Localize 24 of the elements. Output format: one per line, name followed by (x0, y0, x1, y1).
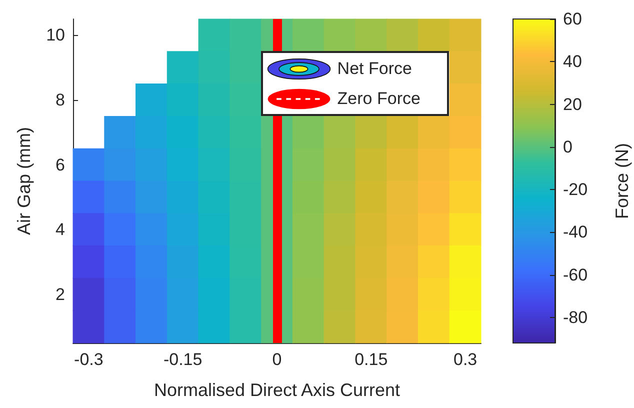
y-tick-label: 6 (56, 155, 65, 174)
color-bar-label: 20 (563, 94, 582, 114)
color-bar-label: -40 (563, 222, 588, 242)
y-tick-label: 4 (56, 220, 65, 240)
x-tick-label: 0 (272, 350, 282, 369)
color-bar-label: 0 (563, 137, 572, 156)
color-bar-title: Force (N) (612, 143, 632, 219)
x-tick-label: -0.15 (163, 350, 202, 369)
y-tick-label: 2 (56, 284, 65, 304)
y-tick-label: 8 (56, 90, 65, 110)
color-bar-label: -20 (563, 180, 588, 200)
legend: Net Force Zero Force (261, 51, 450, 116)
x-axis-title: Normalised Direct Axis Current (154, 380, 400, 400)
color-bar-label: -80 (563, 308, 588, 327)
y-tick-label: 10 (46, 26, 65, 45)
color-bar-label: 40 (563, 52, 582, 72)
x-tick-label: -0.3 (74, 350, 104, 369)
x-tick-label: 0.15 (354, 350, 388, 369)
y-axis-title: Air Gap (mm) (14, 127, 34, 235)
ref-line-label: Zero Force (337, 88, 420, 110)
color-bar-label: -60 (563, 265, 588, 284)
x-tick-label: 0.3 (453, 350, 478, 369)
color-bar-label: 60 (563, 10, 582, 28)
annotation: Net Force (337, 58, 412, 80)
